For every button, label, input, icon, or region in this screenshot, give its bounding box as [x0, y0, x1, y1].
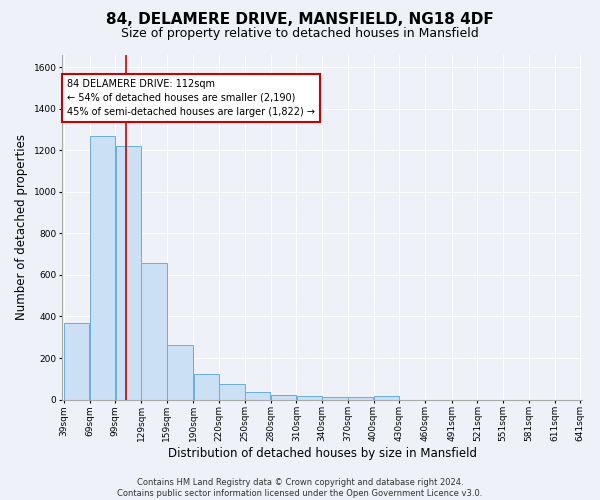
Bar	[116, 146, 141, 400]
Bar	[141, 262, 167, 400]
Bar	[245, 392, 271, 400]
Y-axis label: Number of detached properties: Number of detached properties	[15, 134, 28, 320]
Text: Contains HM Land Registry data © Crown copyright and database right 2024.
Contai: Contains HM Land Registry data © Crown c…	[118, 478, 482, 498]
Text: 84 DELAMERE DRIVE: 112sqm
← 54% of detached houses are smaller (2,190)
45% of se: 84 DELAMERE DRIVE: 112sqm ← 54% of detac…	[67, 79, 315, 117]
Bar	[348, 398, 373, 400]
Bar	[90, 136, 115, 400]
Bar	[64, 322, 89, 400]
Text: 84, DELAMERE DRIVE, MANSFIELD, NG18 4DF: 84, DELAMERE DRIVE, MANSFIELD, NG18 4DF	[106, 12, 494, 28]
Bar	[374, 396, 399, 400]
Bar	[220, 384, 245, 400]
Bar	[296, 396, 322, 400]
Text: Size of property relative to detached houses in Mansfield: Size of property relative to detached ho…	[121, 28, 479, 40]
Bar	[322, 398, 347, 400]
Bar	[194, 374, 219, 400]
Bar	[167, 344, 193, 400]
Bar	[271, 395, 296, 400]
X-axis label: Distribution of detached houses by size in Mansfield: Distribution of detached houses by size …	[167, 447, 476, 460]
